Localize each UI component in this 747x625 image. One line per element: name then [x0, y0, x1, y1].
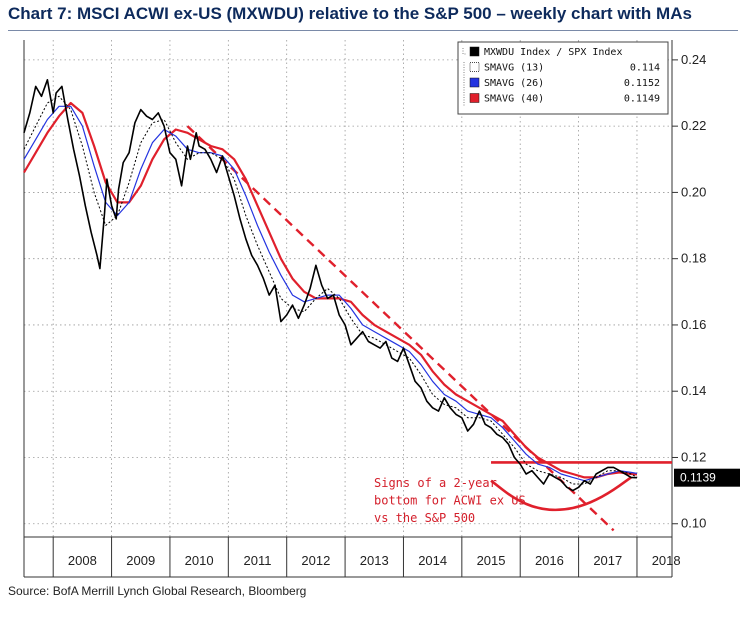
y-tick-label: 0.18: [681, 251, 706, 266]
legend-box: [457, 41, 669, 115]
legend-swatch: [469, 62, 480, 72]
x-tick-label: 2012: [301, 553, 330, 568]
x-tick-label: 2010: [185, 553, 214, 568]
annotation-shapes: [186, 125, 672, 532]
y-tick-label: 0.20: [681, 184, 706, 199]
legend-entry-value: 0.1152: [624, 78, 660, 89]
x-tick-label: 2013: [360, 553, 389, 568]
legend-tree-lines: [462, 48, 466, 107]
y-tick-label: 0.14: [681, 383, 706, 398]
y-tick-label: 0.10: [681, 516, 706, 531]
last-value-box-bg: [674, 468, 740, 487]
x-tick-label: 2011: [244, 553, 272, 568]
x-axis: 2008 2009 2010 2011 2012 2013 2014 2015 2016 2017…: [52, 537, 681, 577]
series: [23, 79, 638, 492]
chart: 0.100.120.140.160.180.200.220.24 2008 200…: [23, 40, 740, 578]
series-sma13-line: [23, 95, 638, 485]
last-value-box: 0.1139: [674, 468, 740, 487]
downtrend-line: [186, 125, 615, 532]
x-tick-label: 2016: [535, 553, 564, 568]
legend-entry-name: SMAVG (26): [484, 78, 544, 89]
x-tick-label: 2015: [477, 553, 506, 568]
legend-entry-name: SMAVG (40): [484, 94, 544, 105]
x-tick-label: 2008: [68, 553, 97, 568]
series-sma26-line: [23, 105, 638, 482]
legend-entry-value: 0.1149: [624, 94, 660, 105]
annotation-text-line: Signs of a 2-year: [374, 476, 497, 490]
y-axis: 0.10 0.12 0.14 0.16 0.18 0.20 0.22 0.24: [672, 52, 706, 531]
legend-entry-name: MXWDU Index / SPX Index: [484, 47, 622, 58]
y-tick-label: 0.24: [681, 52, 706, 67]
x-tick-label: 2009: [126, 553, 155, 568]
legend: MXWDU Index / SPX Index SMAVG (13) 0.114 SM…: [457, 41, 669, 115]
x-tick-label: 2017: [593, 553, 622, 568]
y-tick-label: 0.12: [681, 449, 706, 464]
legend-swatch: [469, 77, 480, 88]
series-ratio-line: [23, 79, 638, 492]
annotation-text-line: bottom for ACWI ex US: [374, 494, 526, 508]
legend-entry-name: SMAVG (13): [484, 63, 544, 74]
y-tick-label: 0.16: [681, 317, 706, 332]
source-note: Source: BofA Merrill Lynch Global Resear…: [8, 584, 307, 598]
legend-swatch: [469, 46, 480, 57]
title-divider: [8, 30, 738, 31]
legend-swatch: [469, 93, 480, 103]
last-value-label: 0.1139: [680, 471, 716, 485]
series-sma40-line: [23, 101, 638, 479]
bottom-arc: [490, 476, 632, 512]
plot-frame: [23, 40, 673, 578]
annotation-text-line: vs the S&P 500: [374, 511, 475, 525]
x-tick-label: 2014: [418, 553, 447, 568]
x-tick-label: 2018: [652, 553, 681, 568]
annotation-text: Signs of a 2-year bottom for ACWI ex US vs…: [374, 476, 526, 525]
chart-title: Chart 7: MSCI ACWI ex-US (MXWDU) relativ…: [8, 4, 692, 23]
y-tick-label: 0.22: [681, 118, 706, 133]
legend-entry-value: 0.114: [630, 63, 660, 74]
